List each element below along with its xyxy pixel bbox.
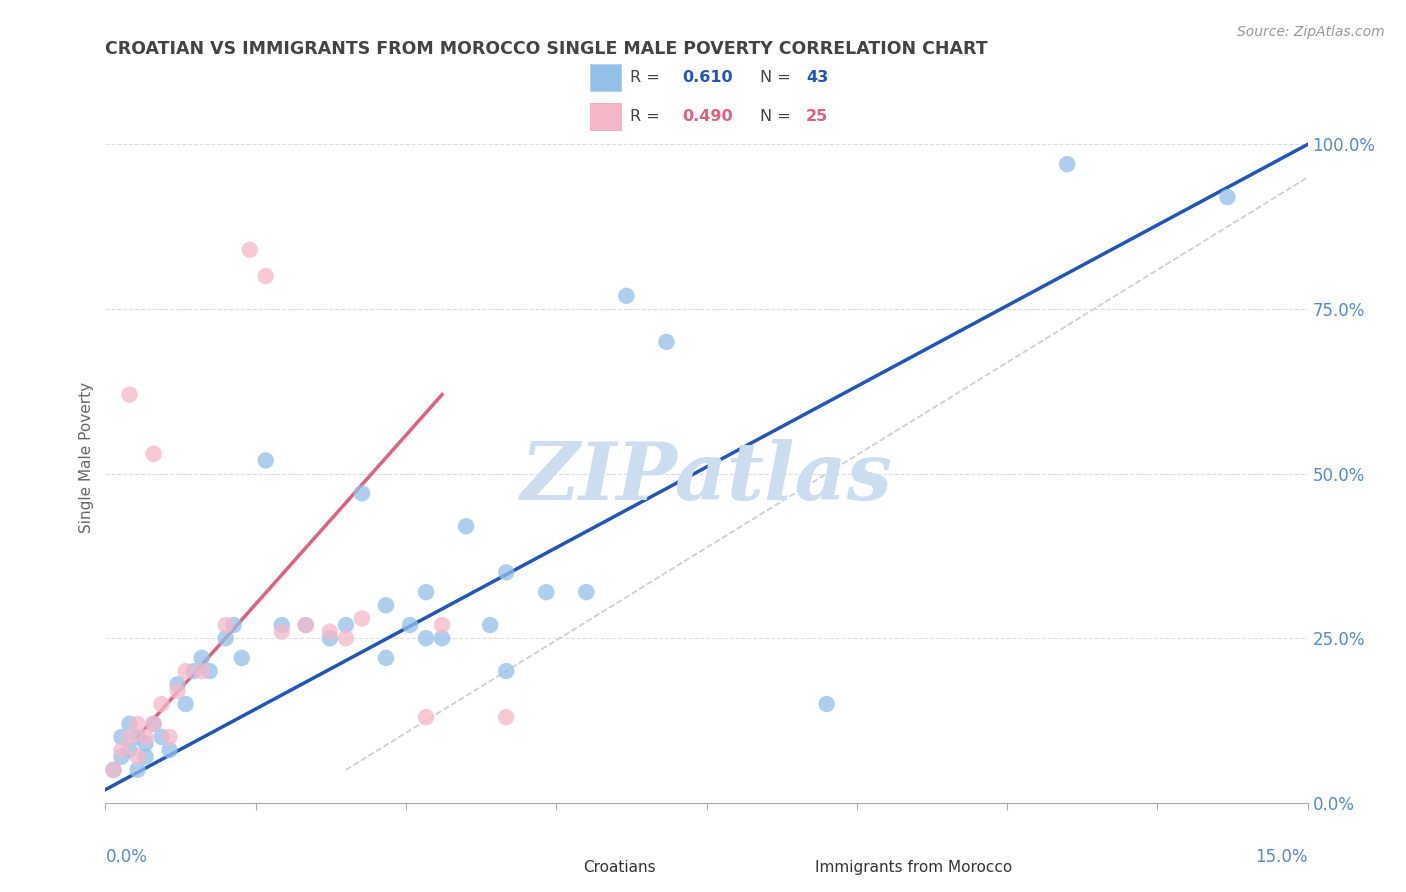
Point [374,599,398,613]
Point [616,289,638,303]
Point [142,716,165,731]
Text: Croatians: Croatians [583,860,657,874]
Text: R =: R = [630,109,659,124]
Point [150,697,173,711]
Point [415,631,437,645]
Point [190,651,212,665]
Point [1056,157,1078,171]
Point [231,651,253,665]
Point [190,664,212,678]
Point [270,624,292,639]
Point [239,243,262,257]
Point [335,618,357,632]
Point [495,566,517,580]
Point [495,664,517,678]
Point [110,743,132,757]
Point [198,664,221,678]
Point [142,447,165,461]
Point [142,716,165,731]
Text: ZIPatlas: ZIPatlas [520,439,893,516]
Point [430,618,453,632]
Point [479,618,502,632]
Point [295,618,318,632]
Point [214,631,236,645]
Point [350,486,373,500]
Text: 25: 25 [806,109,828,124]
Text: 15.0%: 15.0% [1256,847,1308,866]
Point [319,631,342,645]
Text: Source: ZipAtlas.com: Source: ZipAtlas.com [1237,25,1385,39]
Text: 0.0%: 0.0% [105,847,148,866]
Point [118,743,141,757]
Point [159,743,181,757]
Point [127,730,149,744]
Point [270,618,292,632]
Point [534,585,557,599]
Point [1216,190,1239,204]
Point [399,618,422,632]
Point [254,269,277,284]
FancyBboxPatch shape [589,63,620,91]
Point [103,763,125,777]
Point [815,697,838,711]
Point [135,737,157,751]
Point [127,749,149,764]
Point [183,664,205,678]
Point [110,730,132,744]
Point [415,710,437,724]
Point [214,618,236,632]
Point [150,730,173,744]
Text: N =: N = [759,109,790,124]
Point [575,585,598,599]
Point [350,611,373,625]
Point [174,664,197,678]
Point [135,749,157,764]
Text: N =: N = [759,70,790,85]
FancyBboxPatch shape [589,103,620,130]
Point [127,763,149,777]
Point [254,453,277,467]
Y-axis label: Single Male Poverty: Single Male Poverty [79,382,94,533]
Text: R =: R = [630,70,659,85]
Point [295,618,318,632]
Text: Immigrants from Morocco: Immigrants from Morocco [815,860,1012,874]
Point [159,730,181,744]
Point [430,631,453,645]
Text: 0.610: 0.610 [682,70,733,85]
Point [166,677,188,691]
Point [222,618,245,632]
Point [495,710,517,724]
Point [110,749,132,764]
Text: CROATIAN VS IMMIGRANTS FROM MOROCCO SINGLE MALE POVERTY CORRELATION CHART: CROATIAN VS IMMIGRANTS FROM MOROCCO SING… [105,40,988,58]
Point [135,730,157,744]
Text: 0.490: 0.490 [682,109,733,124]
Point [118,387,141,401]
Point [103,763,125,777]
Text: 43: 43 [806,70,828,85]
Point [335,631,357,645]
Point [454,519,477,533]
Point [166,684,188,698]
Point [655,334,678,349]
Point [415,585,437,599]
Point [118,730,141,744]
Point [374,651,398,665]
Point [319,624,342,639]
Point [174,697,197,711]
Point [127,716,149,731]
Point [118,716,141,731]
